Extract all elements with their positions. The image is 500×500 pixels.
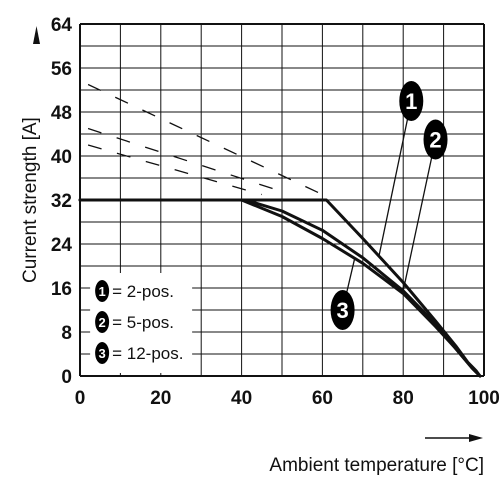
dashed-extrapolation-line xyxy=(87,127,275,190)
legend-badge-2 xyxy=(95,311,110,333)
series-line-3 xyxy=(78,198,482,378)
callout-leader-1 xyxy=(378,100,412,257)
grid xyxy=(79,23,485,377)
y-tick-label: 32 xyxy=(51,191,72,212)
y-axis-arrow-icon xyxy=(33,26,40,44)
callout-leader-2 xyxy=(402,139,437,291)
series-lines xyxy=(78,198,482,378)
legend-entry-label: = 12-pos. xyxy=(112,344,183,363)
callout-badge-2 xyxy=(423,119,448,160)
dashed-extrapolation-line xyxy=(87,83,323,196)
x-tick-label: 80 xyxy=(393,388,414,409)
legend-entry-label: = 5-pos. xyxy=(112,313,174,332)
y-tick-label: 24 xyxy=(51,235,73,256)
x-tick-label: 100 xyxy=(468,388,500,409)
legend: 1 = 2-pos. 2 = 5-pos. 3 = 12-pos. xyxy=(90,273,193,373)
x-tick-label: 0 xyxy=(75,388,86,409)
extrapolation-lines xyxy=(87,83,323,196)
y-tick-label: 0 xyxy=(61,367,72,388)
legend-badge-number: 2 xyxy=(99,315,106,330)
y-tick-label: 16 xyxy=(51,279,72,300)
x-axis-arrow-icon xyxy=(469,434,483,442)
callout-badge-number-2: 2 xyxy=(429,128,441,153)
x-tick-label: 20 xyxy=(150,388,171,409)
legend-badge-3 xyxy=(95,342,110,364)
series-callouts: 12 3 xyxy=(330,81,448,330)
callout-badge-3 xyxy=(330,290,355,330)
y-tick-label: 40 xyxy=(51,147,72,168)
y-tick-label: 48 xyxy=(51,103,72,124)
y-tick-label: 8 xyxy=(61,323,72,344)
legend-entry-label: = 2-pos. xyxy=(112,282,174,301)
y-tick-label: 56 xyxy=(51,59,72,80)
x-tick-label: 40 xyxy=(231,388,252,409)
legend-badge-1 xyxy=(95,280,110,302)
legend-badge-number: 1 xyxy=(99,284,106,299)
dashed-extrapolation-line xyxy=(87,144,262,196)
callout-badge-number-3: 3 xyxy=(336,298,348,323)
y-tick-label: 64 xyxy=(51,15,73,36)
legend-badge-number: 3 xyxy=(99,346,106,361)
callout-badge-1 xyxy=(399,81,424,121)
callout-badge-number-1: 1 xyxy=(405,89,417,114)
x-axis-label: Ambient temperature [°C] xyxy=(269,455,484,476)
y-axis-label: Current strength [A] xyxy=(20,117,41,283)
x-tick-label: 60 xyxy=(312,388,333,409)
